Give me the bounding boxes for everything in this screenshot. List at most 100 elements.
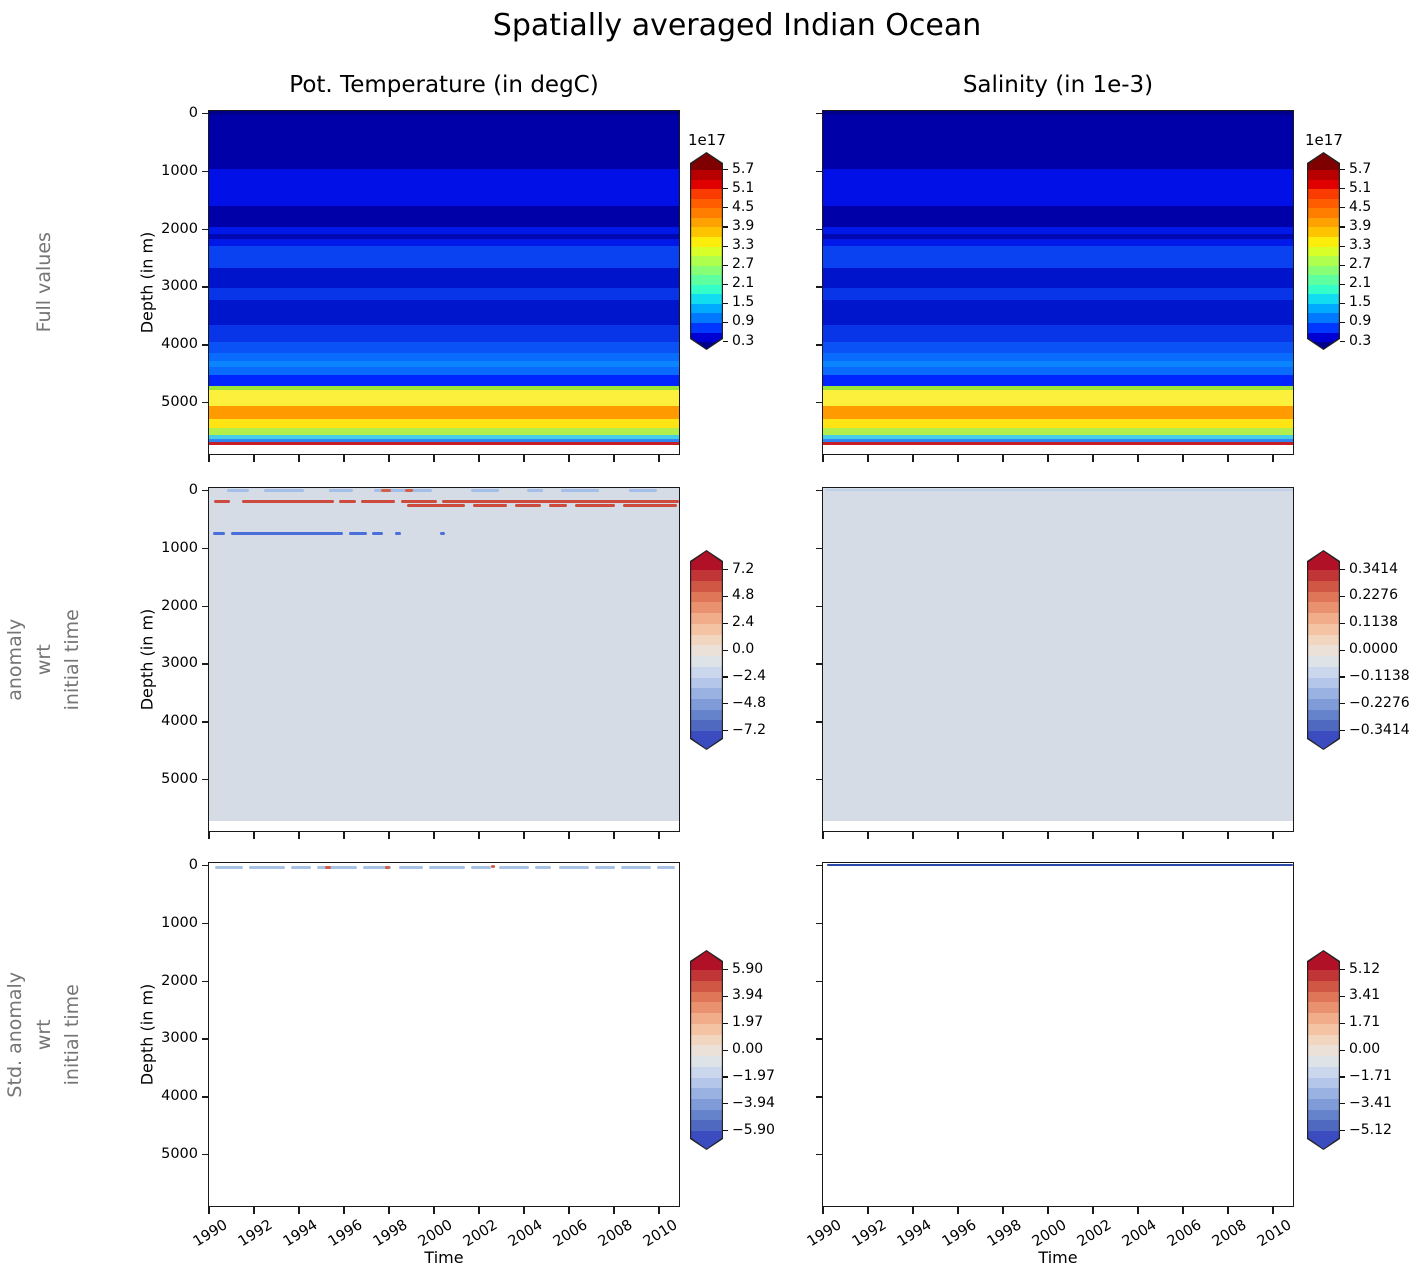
colorbar-band <box>691 624 722 635</box>
color-band <box>209 390 679 406</box>
x-tick: 2000 <box>1047 831 1049 839</box>
x-tick: 2008 <box>595 1206 635 1250</box>
x-tick: 1994 <box>894 1206 934 1250</box>
heatmap-salinity-full: 0 1000 2000 3000 4000 5000 1990 1992 1994 1996 19… <box>816 110 1294 462</box>
colorbar-tick: 2.7 <box>723 256 754 272</box>
y-tick-label: 0 <box>188 482 198 498</box>
x-tick: 1992 <box>867 831 869 839</box>
x-tick: 1996 <box>343 831 345 839</box>
colorbar-band <box>691 602 722 613</box>
y-tick: 1000 <box>816 547 823 550</box>
colorbar-tick: 3.94 <box>723 987 763 1003</box>
y-tick: 5000 <box>161 771 209 787</box>
x-tick: 1996 <box>957 831 959 839</box>
x-axis-label-temperature: Time <box>424 1248 464 1267</box>
heatmap-salinity-std-anomaly: 0 1000 2000 3000 4000 5000 199019921994199619… <box>804 862 1294 1250</box>
colorbar-band <box>1308 720 1339 731</box>
x-tick: 2002 <box>1074 1206 1114 1250</box>
colorbar-band <box>1308 1110 1339 1121</box>
color-band <box>209 342 679 353</box>
colorbar-scale: 1e17 <box>688 131 726 149</box>
colorbar-band <box>1308 323 1339 333</box>
colorbar-band <box>1308 1035 1339 1046</box>
color-band <box>209 445 679 454</box>
colorbar-tick: 3.3 <box>1340 237 1371 253</box>
colorbar-band <box>1308 678 1339 689</box>
y-tick: 2000 <box>816 228 823 230</box>
colorbar-band <box>691 992 722 1003</box>
x-tick: 2006 <box>550 1206 590 1250</box>
colorbar-band <box>1308 1088 1339 1099</box>
colorbar-band <box>1308 656 1339 667</box>
colorbar-tick: 3.9 <box>1340 218 1371 234</box>
x-tick: 1990 <box>822 831 824 839</box>
color-band <box>823 361 1293 367</box>
colorbar-band <box>691 218 722 228</box>
colorbar-band <box>691 720 722 731</box>
colorbar-tick-label: 0.00 <box>732 1041 764 1057</box>
x-tick: 1998 <box>370 1206 410 1250</box>
colorbar-band <box>691 153 722 170</box>
row-label-line: initial time <box>61 608 84 711</box>
colorbar-band <box>691 170 722 180</box>
colorbar-gradient <box>690 152 723 350</box>
colorbar-band <box>1308 170 1339 180</box>
y-tick-label: 1000 <box>161 539 198 556</box>
colorbar-band <box>691 1078 722 1089</box>
anomaly-feature <box>215 866 243 869</box>
colorbar-tick: 0.3 <box>723 333 754 349</box>
anomaly-feature <box>473 504 507 507</box>
color-band <box>823 268 1293 288</box>
colorbar-tick-label: 1.5 <box>732 294 755 311</box>
colorbar-band <box>1308 304 1339 314</box>
x-tick: 2006 <box>1182 831 1184 839</box>
y-tick-label: 2000 <box>161 220 198 237</box>
colorbar-tick: 3.41 <box>1340 987 1380 1003</box>
y-tick-label: 1000 <box>161 914 198 931</box>
colorbar-tick: 7.2 <box>723 561 754 577</box>
color-band <box>209 353 679 361</box>
colorbar-band <box>691 1045 722 1056</box>
colorbar-band <box>691 247 722 257</box>
colorbar-band <box>1308 688 1339 699</box>
colorbar-tick-label: 1.5 <box>1349 294 1372 311</box>
y-tick: 0 <box>816 865 823 867</box>
colorbar-tick: −7.2 <box>723 722 766 738</box>
colorbar-band <box>1308 256 1339 266</box>
colorbar-band <box>691 699 722 710</box>
colorbar-tick-label: 0.2276 <box>1349 587 1398 604</box>
row-label-line: Std. anomaly <box>4 971 27 1098</box>
colorbar-tick-label: 2.4 <box>732 614 755 631</box>
color-band <box>209 169 679 206</box>
colorbar-tick-label: −0.1138 <box>1349 667 1410 684</box>
colorbar-tick-label: −7.2 <box>732 721 766 738</box>
color-band <box>823 445 1293 454</box>
heatmap-temperature-anomaly: 0 1000 2000 3000 4000 5000 1990 1992 1994 1996 19… <box>161 482 680 839</box>
anomaly-feature <box>657 866 675 869</box>
x-tick: 1992 <box>849 1206 889 1250</box>
colorbar-tick-label: −4.8 <box>732 694 766 711</box>
heatmap-salinity-anomaly: 0 1000 2000 3000 4000 5000 1990 1992 1994 1996 19… <box>816 487 1294 839</box>
y-tick-label: 4000 <box>161 713 198 730</box>
colorbar-band <box>691 551 722 570</box>
y-tick: 3000 <box>816 286 823 288</box>
colorbar-band <box>691 667 722 678</box>
color-band <box>823 821 1293 831</box>
x-tick: 2008 <box>1227 454 1229 462</box>
colorbar-band <box>691 342 722 349</box>
colorbar-tick-label: 0.1138 <box>1349 614 1398 631</box>
colorbar-tick: 3.3 <box>723 237 754 253</box>
colorbar-tick-label: 2.7 <box>1349 256 1372 273</box>
y-tick: 2000 <box>161 973 209 989</box>
y-tick: 0 <box>189 482 209 498</box>
colorbar-gradient <box>1307 950 1340 1150</box>
y-tick: 2000 <box>816 605 823 607</box>
x-tick: 2002 <box>478 831 480 839</box>
x-tick: 1994 <box>912 831 914 839</box>
colorbar-band <box>1308 1002 1339 1013</box>
color-band <box>209 227 679 234</box>
colorbar-tick: 3.9 <box>723 218 754 234</box>
x-tick: 2010 <box>1272 831 1274 839</box>
color-band <box>823 375 1293 386</box>
colorbar-band <box>691 1024 722 1035</box>
